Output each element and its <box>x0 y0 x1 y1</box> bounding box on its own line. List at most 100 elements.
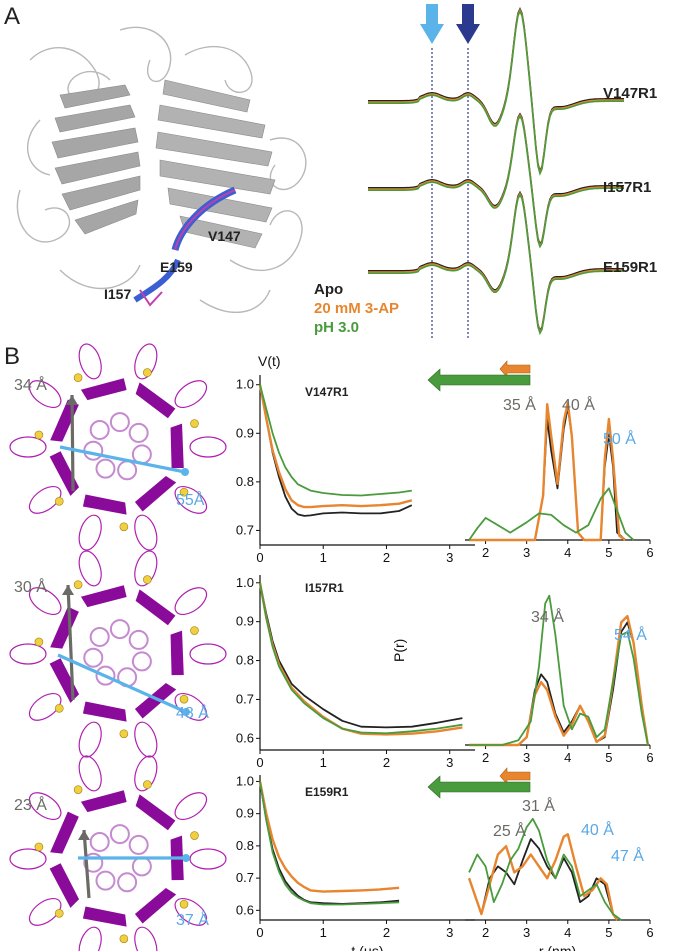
panel-a-letter: A <box>4 3 20 30</box>
shift-arrows-top <box>427 360 531 392</box>
x-tick-label: 0 <box>256 550 263 565</box>
chart-1: 0 1 2 3 0.7 0.8 0.9 1.0 V147R1 V(t) <box>236 353 475 565</box>
peak-e159-31: 31 Å <box>522 796 555 815</box>
epr-trace <box>368 9 624 176</box>
residue-label-v147: V147 <box>208 228 241 244</box>
series-line <box>468 838 618 921</box>
x-tick-label: 3 <box>523 750 530 765</box>
y-tick-label: 0.7 <box>236 691 254 706</box>
x-axis-title: r (nm) <box>539 943 576 951</box>
series-line <box>469 401 627 542</box>
peak-e159-47: 47 Å <box>611 846 644 865</box>
pore-arrow-long <box>57 653 187 714</box>
y-tick-label: 0.6 <box>236 730 254 745</box>
epr-spectra <box>368 4 624 340</box>
pore-short-i157: 30 Å <box>14 577 47 596</box>
x-tick-label: 4 <box>564 545 571 560</box>
chart-4: 2 3 4 5 6 <box>465 401 654 560</box>
epr-label-v147r1: V147R1 <box>603 85 657 102</box>
y-tick-label: 1.0 <box>236 773 254 788</box>
shift-arrows-bottom <box>427 767 531 799</box>
barrel-3 <box>9 755 227 951</box>
epr-trace <box>368 193 624 336</box>
x-tick-label: 3 <box>523 545 530 560</box>
barrel-top-views <box>9 343 227 951</box>
barrel-1 <box>9 343 227 551</box>
series-line <box>258 384 413 509</box>
pore-arrow-short <box>70 394 75 492</box>
series-line <box>468 817 622 921</box>
x-tick-label: 0 <box>256 925 263 940</box>
legend-apo: Apo <box>314 281 343 298</box>
x-tick-label: 2 <box>482 545 489 560</box>
pore-short-v147: 34 Å <box>14 375 47 394</box>
x-tick-label: 5 <box>605 925 612 940</box>
panel-b-letter: B <box>4 343 20 370</box>
epr-trace <box>368 8 624 175</box>
epr-arrow-dark <box>456 4 480 44</box>
x-tick-label: 6 <box>646 545 653 560</box>
series-line <box>259 384 412 497</box>
x-tick-label: 1 <box>320 755 327 770</box>
y-tick-label: 0.8 <box>236 838 254 853</box>
series-line <box>259 781 400 906</box>
pore-short-e159: 23 Å <box>14 795 47 814</box>
chart-title: I157R1 <box>305 581 344 595</box>
y-tick-label: 0.9 <box>236 806 254 821</box>
epr-trace <box>368 114 624 249</box>
x-tick-label: 3 <box>446 550 453 565</box>
chart-3: 0 1 2 3 0.6 0.7 0.8 0.9 1.0 E159R1 t (µs) <box>236 773 475 951</box>
y-tick-label: 0.9 <box>236 425 254 440</box>
chart-2: 0 1 2 3 0.6 0.7 0.8 0.9 1.0 I157R1 <box>236 575 475 770</box>
residue-label-i157: I157 <box>104 286 131 302</box>
x-tick-label: 6 <box>646 750 653 765</box>
pore-arrow-short <box>82 829 91 899</box>
x-tick-label: 6 <box>646 925 653 940</box>
y-tick-label: 0.6 <box>236 902 254 917</box>
x-tick-label: 2 <box>383 550 390 565</box>
x-tick-label: 1 <box>320 550 327 565</box>
epr-trace <box>368 7 624 174</box>
x-tick-label: 3 <box>446 755 453 770</box>
pore-long-i157: 48 Å <box>176 703 209 722</box>
series-line <box>468 487 635 541</box>
series-line <box>259 582 463 729</box>
legend-ph3: pH 3.0 <box>314 319 359 336</box>
x-axis-title: t (µs) <box>351 943 383 951</box>
chart-title: E159R1 <box>305 785 349 799</box>
peak-e159-25: 25 Å <box>493 821 526 840</box>
series-line <box>259 781 400 905</box>
peak-i157-54: 54 Å <box>614 625 647 644</box>
series-line <box>469 594 649 746</box>
x-tick-label: 3 <box>446 925 453 940</box>
epr-trace <box>368 112 624 247</box>
chart-5: 2 3 4 5 6 P(r) <box>391 594 654 765</box>
epr-label-i157r1: I157R1 <box>603 179 651 196</box>
x-tick-label: 5 <box>605 750 612 765</box>
epr-trace <box>368 190 624 333</box>
peak-v147-50: 50 Å <box>603 429 636 448</box>
peak-i157-34: 34 Å <box>531 607 564 626</box>
barrel-2 <box>9 550 227 758</box>
epr-label-e159r1: E159R1 <box>603 259 657 276</box>
legend-3ap: 20 mM 3-AP <box>314 300 399 317</box>
x-tick-label: 2 <box>482 925 489 940</box>
x-tick-label: 5 <box>605 545 612 560</box>
y-tick-label: 0.8 <box>236 653 254 668</box>
pore-long-e159: 37 Å <box>176 910 209 929</box>
series-line <box>258 781 400 893</box>
x-tick-label: 3 <box>523 925 530 940</box>
y-tick-label: 0.7 <box>236 522 254 537</box>
pore-arrow-long <box>59 445 186 474</box>
y-tick-label: 0.7 <box>236 870 254 885</box>
y-axis-title: V(t) <box>258 353 281 369</box>
residue-label-e159: E159 <box>160 259 193 275</box>
x-tick-label: 2 <box>383 925 390 940</box>
epr-trace <box>368 192 624 334</box>
x-tick-label: 1 <box>320 925 327 940</box>
peak-e159-40: 40 Å <box>581 820 614 839</box>
y-tick-label: 0.8 <box>236 474 254 489</box>
x-tick-label: 2 <box>482 750 489 765</box>
x-tick-label: 4 <box>564 925 571 940</box>
epr-arrow-light <box>420 4 444 44</box>
